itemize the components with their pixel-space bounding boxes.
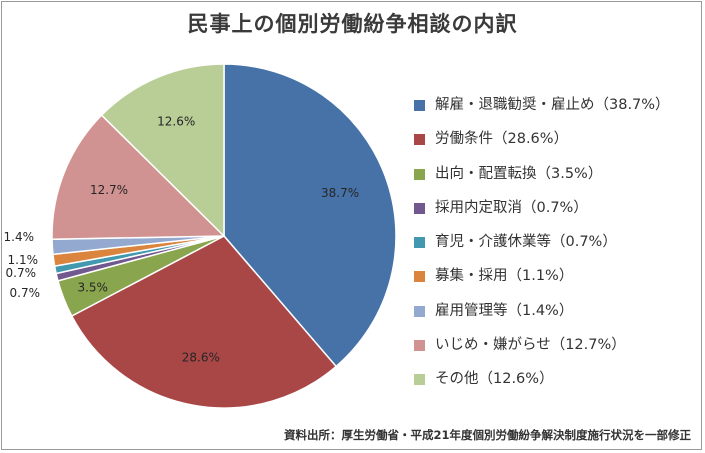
slice-data-label: 0.7% bbox=[6, 266, 37, 280]
pie-slice bbox=[223, 63, 397, 368]
slice-data-label: 38.7% bbox=[321, 186, 359, 200]
slice-data-label: 12.7% bbox=[90, 183, 128, 197]
legend-swatch bbox=[414, 340, 425, 352]
legend-label: 解雇・退職勧奨・雇止め（38.7%） bbox=[435, 97, 670, 113]
slice-data-label: 28.6% bbox=[182, 351, 220, 365]
legend-item: 採用内定取消（0.7%） bbox=[414, 199, 670, 233]
legend-label: 募集・採用（1.1%） bbox=[435, 268, 574, 285]
legend-swatch bbox=[414, 100, 425, 111]
legend-swatch bbox=[414, 237, 425, 249]
slice-data-label: 1.4% bbox=[4, 230, 35, 244]
legend-swatch bbox=[414, 305, 425, 317]
legend-label: 労働条件（28.6%） bbox=[435, 131, 569, 148]
slice-data-label: 3.5% bbox=[77, 281, 108, 295]
chart-title: 民事上の個別労働紛争相談の内訳 bbox=[187, 12, 518, 36]
legend-swatch bbox=[414, 202, 425, 214]
legend-label: 採用内定取消（0.7%） bbox=[435, 199, 588, 216]
legend-item: 雇用管理等（1.4%） bbox=[414, 302, 670, 336]
legend-item: 募集・採用（1.1%） bbox=[414, 267, 670, 301]
legend-item: いじめ・嫌がらせ（12.7%） bbox=[414, 336, 670, 370]
legend-item: その他（12.6%） bbox=[414, 370, 670, 404]
legend-label: 雇用管理等（1.4%） bbox=[435, 302, 574, 319]
legend-label: 出向・配置転換（3.5%） bbox=[435, 165, 603, 182]
legend-label: その他（12.6%） bbox=[435, 371, 554, 388]
slice-data-label: 0.7% bbox=[10, 286, 41, 300]
pie-slice bbox=[51, 114, 226, 241]
slice-data-label: 1.1% bbox=[8, 253, 39, 267]
legend-item: 労働条件（28.6%） bbox=[414, 130, 670, 164]
legend-label: 育児・介護休業等（0.7%） bbox=[435, 234, 617, 251]
legend-swatch bbox=[414, 134, 425, 146]
legend-label: いじめ・嫌がらせ（12.7%） bbox=[435, 337, 626, 354]
legend-swatch bbox=[414, 168, 425, 180]
source-note: 資料出所：厚生労働省・平成21年度個別労働紛争解決制度施行状況を一部修正 bbox=[284, 428, 691, 442]
legend-item: 解雇・退職勧奨・雇止め（38.7%） bbox=[414, 96, 670, 130]
slice-data-label: 12.6% bbox=[157, 115, 195, 129]
chart-legend: 解雇・退職勧奨・雇止め（38.7%） 労働条件（28.6%） 出向・配置転換（3.5… bbox=[414, 96, 670, 405]
legend-swatch bbox=[414, 374, 425, 386]
legend-item: 出向・配置転換（3.5%） bbox=[414, 165, 670, 199]
pie-slice bbox=[100, 63, 225, 238]
pie-slice bbox=[70, 235, 338, 409]
legend-swatch bbox=[414, 271, 425, 283]
legend-item: 育児・介護休業等（0.7%） bbox=[414, 233, 670, 267]
